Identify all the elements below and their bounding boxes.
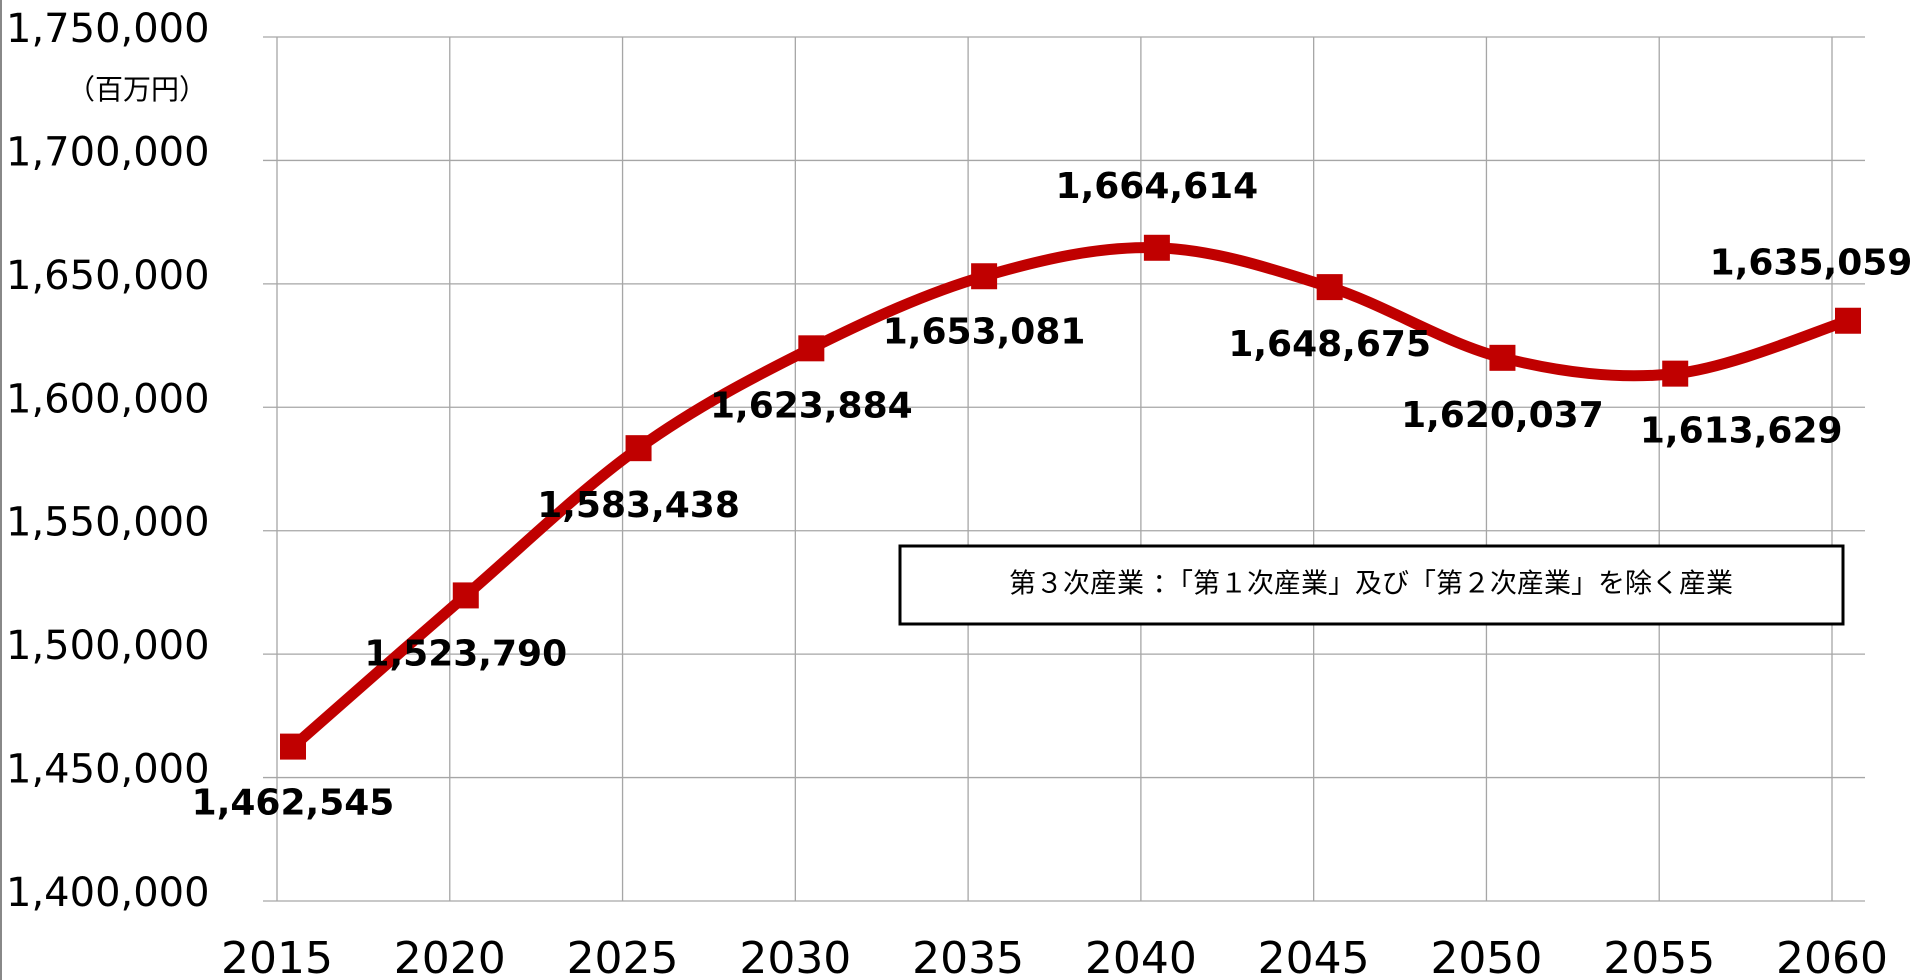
marker [1662, 360, 1689, 387]
y-tick-label: 1,500,000 [6, 623, 210, 669]
y-tick-label: 1,650,000 [6, 253, 210, 299]
data-label: 1,523,790 [364, 633, 567, 674]
x-tick-label: 2015 [221, 933, 333, 980]
y-tick-label: 1,750,000 [6, 6, 210, 52]
x-tick-label: 2040 [1085, 933, 1197, 980]
marker [1489, 344, 1516, 371]
y-tick-label: 1,700,000 [6, 129, 210, 175]
data-label: 1,664,614 [1056, 166, 1259, 207]
y-tick-label: 1,550,000 [6, 500, 210, 546]
data-label: 1,583,438 [537, 485, 740, 526]
x-tick-label: 2020 [394, 933, 506, 980]
data-label: 1,635,059 [1710, 243, 1913, 284]
marker [798, 335, 825, 362]
marker [971, 263, 998, 290]
data-label: 1,653,081 [883, 311, 1086, 352]
y-tick-label: 1,600,000 [6, 376, 210, 422]
x-tick-label: 2025 [567, 933, 679, 980]
data-label: 1,648,675 [1228, 324, 1431, 365]
marker [1316, 274, 1343, 301]
data-label: 1,623,884 [710, 385, 913, 426]
y-axis-label: （百万円） [67, 73, 207, 106]
annotation: 第３次産業 ：「第１次産業」及び「第２次産業」を除く産業 [1009, 569, 1733, 600]
marker [1835, 307, 1861, 334]
data-label: 1,620,037 [1401, 395, 1604, 436]
marker [280, 733, 306, 760]
x-tick-label: 2060 [1776, 933, 1888, 980]
data-label: 1,613,629 [1640, 411, 1843, 452]
x-tick-label: 2045 [1258, 933, 1370, 980]
x-tick-label: 2055 [1603, 933, 1715, 980]
x-tick-label: 2050 [1430, 933, 1542, 980]
y-tick-label: 1,450,000 [6, 747, 210, 793]
x-tick-label: 2035 [912, 933, 1024, 980]
x-tick-label: 2030 [739, 933, 851, 980]
marker [452, 582, 479, 609]
marker [1143, 234, 1170, 261]
marker [625, 435, 652, 462]
y-tick-label: 1,400,000 [6, 870, 210, 916]
line [289, 242, 1850, 751]
annotation-box [898, 544, 1845, 626]
data-label: 1,462,545 [192, 783, 395, 824]
